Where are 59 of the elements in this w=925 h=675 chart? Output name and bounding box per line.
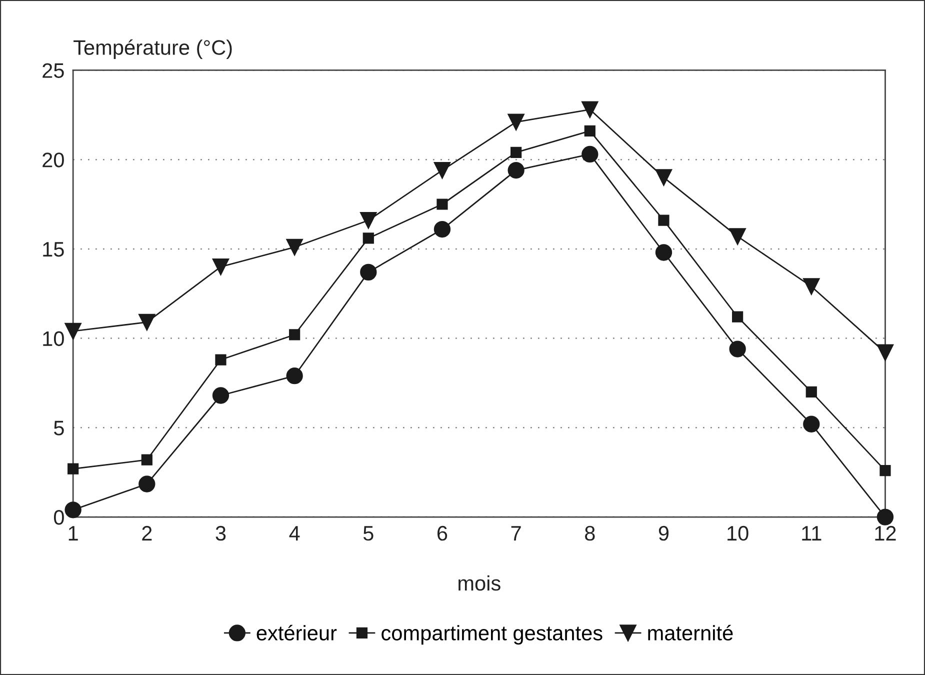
point (732, 311, 744, 322)
point (803, 416, 820, 432)
point (434, 220, 451, 238)
x-tick-label: 7 (511, 526, 521, 540)
x-axis-title: mois (458, 575, 500, 591)
x-tick-label: 4 (289, 526, 300, 540)
point (289, 329, 300, 340)
point (803, 278, 820, 295)
point (212, 387, 230, 404)
point (436, 198, 448, 210)
point (658, 214, 670, 226)
x-tick-label: 11 (802, 526, 822, 540)
point (64, 502, 82, 518)
x-tick-label: 5 (363, 526, 374, 541)
y-tick-label: 15 (43, 242, 64, 257)
point (582, 146, 598, 163)
point (584, 125, 596, 137)
point (434, 162, 451, 179)
point (68, 463, 79, 474)
point (286, 368, 303, 384)
point (582, 101, 598, 118)
y-tick-label: 5 (54, 420, 64, 436)
point (362, 232, 374, 244)
y-tick-label: 10 (43, 331, 64, 346)
point (729, 340, 746, 358)
point (138, 476, 156, 492)
point (880, 465, 891, 476)
point (655, 244, 672, 261)
point (729, 228, 746, 245)
y-axis-title: Température (°C) (74, 39, 232, 60)
point (510, 146, 522, 158)
y-tick-label: 25 (42, 63, 64, 78)
point (286, 238, 303, 256)
x-tick-label: 8 (585, 526, 595, 541)
point (64, 322, 82, 340)
y-tick-label: 20 (42, 152, 64, 168)
legend-label: extérieur (256, 624, 337, 640)
point (360, 264, 377, 281)
point (508, 162, 524, 179)
point (655, 169, 672, 186)
legend-label: compartiment gestantes (382, 625, 602, 645)
point (212, 258, 230, 276)
x-tick-label: 3 (216, 526, 226, 541)
point (508, 114, 524, 130)
x-tick-label: 12 (875, 526, 896, 540)
x-tick-label: 9 (658, 526, 669, 541)
x-tick-label: 1 (68, 526, 78, 540)
point (215, 354, 226, 366)
point (138, 314, 156, 331)
point (876, 344, 894, 361)
x-tick-label: 6 (438, 526, 448, 541)
legend-label: maternité (648, 624, 733, 640)
y-tick-label: 0 (54, 510, 64, 525)
point (360, 212, 377, 229)
x-tick-label: 10 (728, 526, 748, 541)
point (141, 454, 152, 466)
x-tick-label: 2 (142, 526, 152, 540)
point (806, 386, 817, 398)
point (876, 508, 894, 526)
